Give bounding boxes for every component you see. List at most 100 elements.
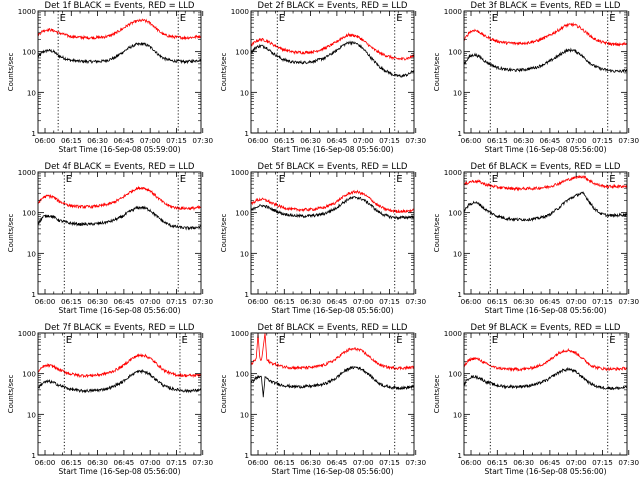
marker-label: E — [609, 174, 615, 185]
x-axis-label: Start Time (16-Sep-08 05:56:00) — [272, 145, 394, 154]
y-tick-label: 1000 — [18, 168, 37, 177]
x-tick-label: 06:00 — [248, 297, 269, 306]
plot-frame — [250, 332, 415, 456]
series-line-lld — [250, 32, 415, 61]
chart-title: Det 2f BLACK = Events, RED = LLD — [258, 1, 408, 11]
marker-label: E — [492, 174, 498, 185]
y-axis-label: Counts/sec — [433, 53, 441, 92]
marker-label: E — [492, 13, 498, 24]
y-axis-label: Counts/sec — [220, 375, 228, 414]
y-tick-label: 10 — [27, 410, 37, 419]
x-tick-label: 06:15 — [61, 297, 82, 306]
x-tick-label: 06:30 — [87, 136, 108, 145]
y-tick-label: 1 — [244, 451, 249, 460]
x-tick-label: 07:00 — [140, 297, 161, 306]
marker-label: E — [180, 174, 186, 185]
plot-frame — [250, 171, 415, 295]
y-axis-label: Counts/sec — [433, 375, 441, 414]
chart-panel-4: Det 4f BLACK = Events, RED = LLD E E 06:00 0… — [7, 162, 214, 315]
x-tick-label: 07:00 — [566, 458, 587, 467]
x-tick-label: 06:30 — [513, 136, 534, 145]
x-tick-label: 06:15 — [274, 136, 295, 145]
y-tick-label: 100 — [22, 370, 36, 379]
x-tick-label: 06:00 — [461, 297, 482, 306]
chart-panel-7: Det 7f BLACK = Events, RED = LLD E E 06:00 0… — [7, 323, 214, 476]
y-tick-label: 10 — [240, 88, 250, 97]
x-tick-label: 06:00 — [35, 458, 56, 467]
marker-label: E — [279, 13, 285, 24]
x-tick-label: 07:30 — [618, 297, 639, 306]
chart-title: Det 6f BLACK = Events, RED = LLD — [471, 162, 621, 172]
y-axis-label: Counts/sec — [7, 214, 15, 253]
x-tick-label: 06:45 — [540, 458, 561, 467]
y-tick-label: 1 — [457, 290, 462, 299]
chart-title: Det 4f BLACK = Events, RED = LLD — [45, 162, 195, 172]
chart-panel-1: Det 1f BLACK = Events, RED = LLD E E 06:00 0… — [7, 1, 214, 154]
x-tick-label: 07:15 — [592, 297, 613, 306]
x-tick-label: 07:15 — [379, 458, 400, 467]
x-axis-label: Start Time (16-Sep-08 05:56:00) — [485, 145, 607, 154]
y-tick-label: 10 — [453, 410, 463, 419]
x-tick-label: 06:45 — [540, 297, 561, 306]
y-tick-label: 1000 — [18, 7, 37, 16]
series-line-lld — [463, 347, 628, 373]
x-axis-label: Start Time (16-Sep-08 05:56:00) — [485, 467, 607, 476]
x-tick-label: 07:30 — [192, 297, 213, 306]
plot-frame — [463, 332, 628, 456]
x-tick-label: 06:15 — [487, 297, 508, 306]
x-tick-label: 06:15 — [61, 458, 82, 467]
plot-frame — [463, 171, 628, 295]
x-axis-label: Start Time (16-Sep-08 05:56:00) — [485, 306, 607, 315]
x-tick-label: 06:30 — [300, 136, 321, 145]
y-tick-label: 1000 — [444, 7, 463, 16]
plot-frame — [37, 171, 202, 295]
series-line-events — [37, 205, 202, 231]
x-tick-label: 06:45 — [114, 297, 135, 306]
series-line-events — [250, 40, 415, 78]
series-line-events — [250, 196, 415, 221]
x-tick-label: 07:15 — [379, 297, 400, 306]
x-axis-label: Start Time (16-Sep-08 05:59:00) — [59, 145, 181, 154]
y-tick-label: 1 — [457, 451, 462, 460]
series-line-lld — [250, 332, 415, 371]
plot-frame — [37, 10, 202, 134]
y-tick-label: 1 — [244, 290, 249, 299]
x-tick-label: 06:15 — [274, 458, 295, 467]
chart-title: Det 3f BLACK = Events, RED = LLD — [471, 1, 621, 11]
x-tick-label: 07:30 — [405, 136, 426, 145]
marker-label: E — [66, 335, 72, 346]
y-tick-label: 100 — [22, 48, 36, 57]
y-tick-label: 1 — [244, 129, 249, 138]
x-tick-label: 07:15 — [592, 136, 613, 145]
x-tick-label: 06:00 — [35, 297, 56, 306]
x-tick-label: 06:00 — [461, 136, 482, 145]
x-tick-label: 06:45 — [114, 458, 135, 467]
series-line-lld — [250, 189, 415, 214]
x-tick-label: 07:30 — [405, 297, 426, 306]
x-tick-label: 07:15 — [592, 458, 613, 467]
marker-label: E — [609, 13, 615, 24]
x-axis-label: Start Time (16-Sep-08 05:56:00) — [59, 306, 181, 315]
y-tick-label: 10 — [240, 249, 250, 258]
x-tick-label: 07:15 — [379, 136, 400, 145]
y-tick-label: 10 — [453, 249, 463, 258]
marker-label: E — [66, 174, 72, 185]
series-line-events — [463, 366, 628, 391]
x-tick-label: 06:45 — [327, 136, 348, 145]
x-tick-label: 06:45 — [327, 458, 348, 467]
series-line-lld — [463, 22, 628, 47]
chart-panel-8: Det 8f BLACK = Events, RED = LLD E E 06:00 0… — [220, 323, 427, 476]
x-tick-label: 06:15 — [487, 136, 508, 145]
x-tick-label: 06:15 — [274, 297, 295, 306]
x-tick-label: 07:15 — [166, 136, 187, 145]
y-tick-label: 10 — [453, 88, 463, 97]
y-tick-label: 1 — [31, 129, 36, 138]
x-tick-label: 06:30 — [300, 458, 321, 467]
series-line-lld — [463, 175, 628, 192]
x-tick-label: 06:45 — [114, 136, 135, 145]
x-tick-label: 07:30 — [618, 136, 639, 145]
marker-label: E — [396, 174, 402, 185]
y-tick-label: 100 — [448, 48, 462, 57]
chart-panel-6: Det 6f BLACK = Events, RED = LLD E E 06:00 0… — [433, 162, 640, 315]
y-tick-label: 100 — [448, 209, 462, 218]
